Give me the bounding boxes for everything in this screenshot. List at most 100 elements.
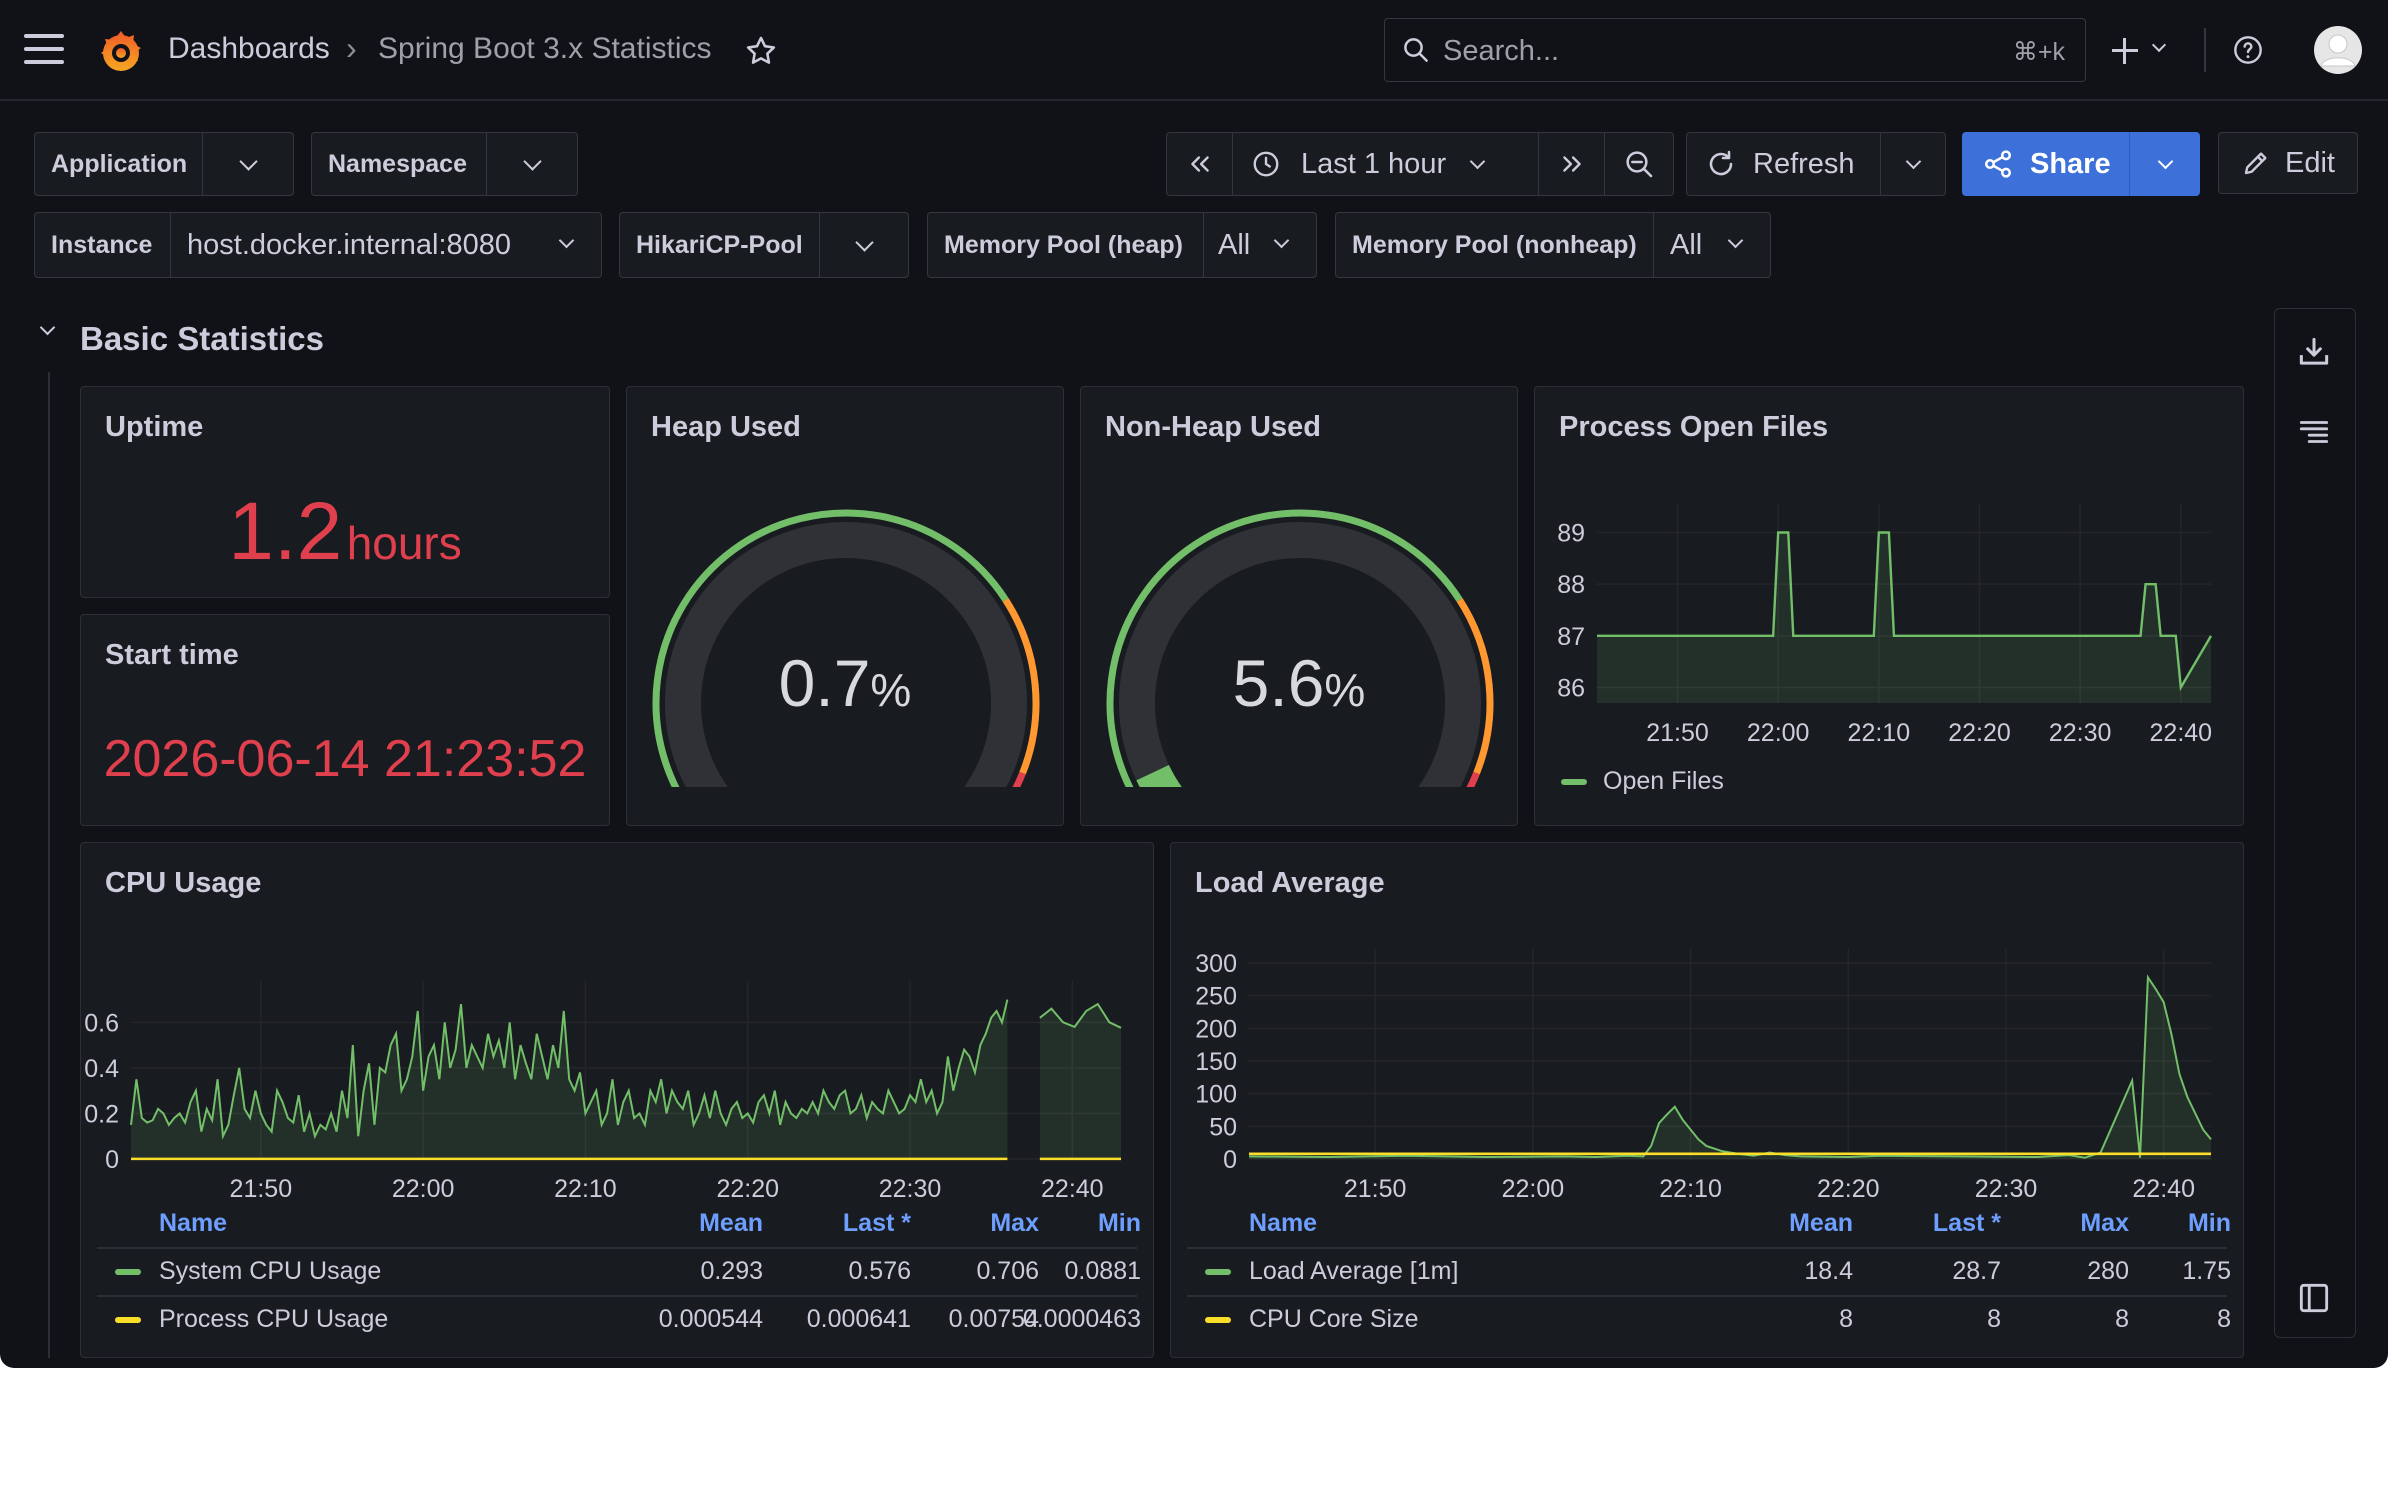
legend-series-mean: 18.4: [1804, 1257, 1853, 1285]
series-line-system-cpu: [130, 999, 1009, 1140]
legend-header-name[interactable]: Name: [1249, 1209, 1318, 1237]
legend-divider: [1187, 1247, 2227, 1249]
var-instance-value: host.docker.internal:8080: [187, 229, 512, 261]
legend-series-last: 0.000641: [806, 1305, 911, 1333]
x-tick-label: 22:10: [1659, 1175, 1722, 1203]
time-shift-back-button[interactable]: [1167, 133, 1233, 195]
x-tick-label: 21:50: [1646, 719, 1709, 747]
start-time-value: 2026-06-14 21:23:52: [103, 730, 587, 788]
legend-header-min[interactable]: Min: [1097, 1209, 1141, 1237]
add-button[interactable]: [2108, 30, 2172, 70]
list-icon[interactable]: [2295, 413, 2333, 451]
heap-gauge-text: 0.7%: [627, 645, 1063, 721]
legend-series-name[interactable]: Process CPU Usage: [159, 1305, 389, 1333]
help-icon[interactable]: [2232, 34, 2264, 66]
legend-swatch: [115, 1317, 141, 1323]
gauge-threshold-band: [1106, 509, 1463, 787]
uptime-unit: hours: [346, 517, 462, 569]
var-nonheap-pool[interactable]: Memory Pool (nonheap) All: [1335, 212, 1771, 278]
var-application[interactable]: Application: [34, 132, 294, 196]
grafana-logo-icon[interactable]: [96, 26, 146, 76]
chevron-down-icon: [1273, 232, 1290, 249]
panel-title: CPU Usage: [105, 867, 262, 899]
x-tick-label: 22:30: [2049, 719, 2112, 747]
refresh-button[interactable]: Refresh: [1687, 133, 1881, 195]
gauge-threshold-band: [1012, 771, 1026, 787]
y-tick-label: 0: [105, 1146, 119, 1174]
legend-header-max[interactable]: Max: [990, 1209, 1039, 1237]
plus-icon: [2112, 38, 2138, 64]
search-shortcut: ⌘+k: [2012, 38, 2065, 66]
legend-header-min[interactable]: Min: [2187, 1209, 2231, 1237]
breadcrumb-current: Spring Boot 3.x Statistics: [378, 32, 712, 65]
open-files-chart: 89 88 87 86 21:50 22:00 22:10 22:20 22:30 22:40: [1557, 503, 2213, 747]
menu-icon[interactable]: [24, 34, 64, 64]
var-application-label: Application: [35, 133, 203, 195]
legend-divider: [1187, 1295, 2227, 1297]
panel-title: Non-Heap Used: [1105, 411, 1321, 443]
breadcrumb-dashboards[interactable]: Dashboards: [168, 32, 330, 65]
topbar-divider: [2204, 28, 2206, 72]
time-shift-forward-button[interactable]: [1539, 133, 1605, 195]
chevron-down-icon: [1727, 232, 1744, 249]
download-icon[interactable]: [2295, 333, 2333, 371]
var-application-select[interactable]: [203, 133, 293, 195]
y-tick-label: 50: [1209, 1113, 1237, 1141]
legend-open-files[interactable]: Open Files: [1603, 767, 1724, 795]
row-title[interactable]: Basic Statistics: [80, 320, 324, 357]
chevron-down-icon: [1469, 153, 1486, 169]
chevron-down-icon: [854, 232, 874, 252]
legend-divider: [97, 1295, 1137, 1297]
x-tick-label: 22:40: [2150, 719, 2213, 747]
chevron-down-icon: [2157, 153, 2173, 169]
time-range-picker[interactable]: Last 1 hour: [1233, 133, 1539, 195]
star-icon[interactable]: [744, 34, 778, 68]
avatar[interactable]: [2314, 26, 2362, 74]
var-hikari-select[interactable]: [820, 213, 908, 277]
legend-series-name[interactable]: CPU Core Size: [1249, 1305, 1419, 1333]
legend-swatch: [1561, 779, 1587, 785]
legend-header-max[interactable]: Max: [2080, 1209, 2129, 1237]
legend-series-name[interactable]: Load Average [1m]: [1249, 1257, 1459, 1285]
share-dropdown[interactable]: [2130, 132, 2200, 196]
legend-header-last[interactable]: Last *: [1932, 1209, 2001, 1237]
edit-label: Edit: [2285, 146, 2335, 179]
edit-button[interactable]: Edit: [2218, 132, 2358, 194]
zoom-out-button[interactable]: [1605, 133, 1673, 195]
heap-value: 0.7: [778, 646, 871, 720]
var-namespace-select[interactable]: [487, 133, 577, 195]
panel-title: Heap Used: [651, 411, 801, 443]
legend-header-last[interactable]: Last *: [842, 1209, 911, 1237]
x-tick-label: 21:50: [1344, 1175, 1407, 1203]
refresh-interval-dropdown[interactable]: [1881, 133, 1945, 195]
var-namespace[interactable]: Namespace: [311, 132, 578, 196]
legend-header-mean[interactable]: Mean: [1789, 1209, 1853, 1237]
app-window: Dashboards › Spring Boot 3.x Statistics …: [0, 0, 2388, 1368]
share-button[interactable]: Share: [1962, 132, 2130, 196]
nonheap-gauge-text: 5.6%: [1081, 645, 1517, 721]
legend-series-min: 8: [2217, 1305, 2231, 1333]
row-collapse-icon[interactable]: [39, 319, 56, 336]
var-instance[interactable]: Instance host.docker.internal:8080: [34, 212, 602, 278]
uptime-value: 1.2: [228, 486, 343, 577]
legend-series-name[interactable]: System CPU Usage: [159, 1257, 382, 1285]
share-icon: [1985, 150, 2011, 178]
uptime-stat: 1.2 hours: [81, 485, 609, 579]
search-input[interactable]: Search... ⌘+k: [1384, 18, 2086, 82]
load-chart: 300 250 200 150 100 50 0 21:50 22:00 22:10 22:20 22…: [1195, 949, 2212, 1203]
legend-header-mean[interactable]: Mean: [699, 1209, 763, 1237]
panel-title: Process Open Files: [1559, 411, 1829, 443]
sidebar-toggle-icon[interactable]: [2295, 1279, 2333, 1317]
var-instance-label: Instance: [35, 213, 171, 277]
panel-title: Start time: [105, 639, 239, 671]
refresh-label: Refresh: [1753, 147, 1855, 180]
refresh-control: Refresh: [1686, 132, 1946, 196]
panel-start-time: Start time 2026-06-14 21:23:52: [80, 614, 610, 826]
legend-series-max: 0.00754: [948, 1305, 1039, 1333]
legend-header-name[interactable]: Name: [159, 1209, 228, 1237]
var-heap-pool[interactable]: Memory Pool (heap) All: [927, 212, 1317, 278]
gauge-track: [665, 522, 1027, 787]
var-hikari[interactable]: HikariCP-Pool: [619, 212, 909, 278]
y-tick-label: 87: [1557, 623, 1585, 651]
breadcrumb-separator: ›: [346, 30, 357, 66]
